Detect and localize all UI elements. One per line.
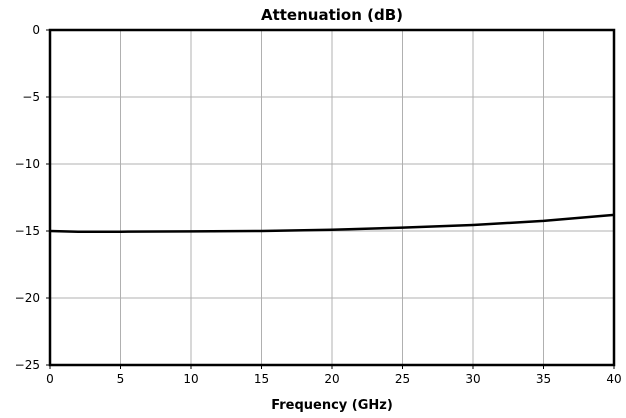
y-tick-label: 0 xyxy=(32,23,40,37)
x-tick-label: 0 xyxy=(46,372,54,386)
x-tick-labels: 0 5 10 15 20 25 30 35 40 xyxy=(46,372,621,386)
y-tick-label: −15 xyxy=(15,224,40,238)
x-tick-label: 20 xyxy=(324,372,339,386)
series-line xyxy=(49,213,615,233)
plot-frame xyxy=(48,28,616,367)
x-axis-label: Frequency (GHz) xyxy=(271,398,393,413)
x-tick-label: 25 xyxy=(395,372,410,386)
series-layer xyxy=(49,213,615,233)
y-tick-label: −5 xyxy=(22,90,40,104)
x-tick-label: 40 xyxy=(606,372,621,386)
y-tick-label: −20 xyxy=(15,291,40,305)
x-tick-label: 15 xyxy=(254,372,269,386)
x-tick-label: 10 xyxy=(183,372,198,386)
x-tick-label: 35 xyxy=(536,372,551,386)
x-tick-label: 5 xyxy=(117,372,125,386)
y-tick-label: −10 xyxy=(15,157,40,171)
y-tick-labels: 0 −5 −10 −15 −20 −25 xyxy=(15,23,40,372)
y-tick-label: −25 xyxy=(15,358,40,372)
x-tick-label: 30 xyxy=(465,372,480,386)
grid-lines xyxy=(49,29,615,366)
chart-title: Attenuation (dB) xyxy=(261,6,403,24)
axis-ticks xyxy=(46,29,615,369)
